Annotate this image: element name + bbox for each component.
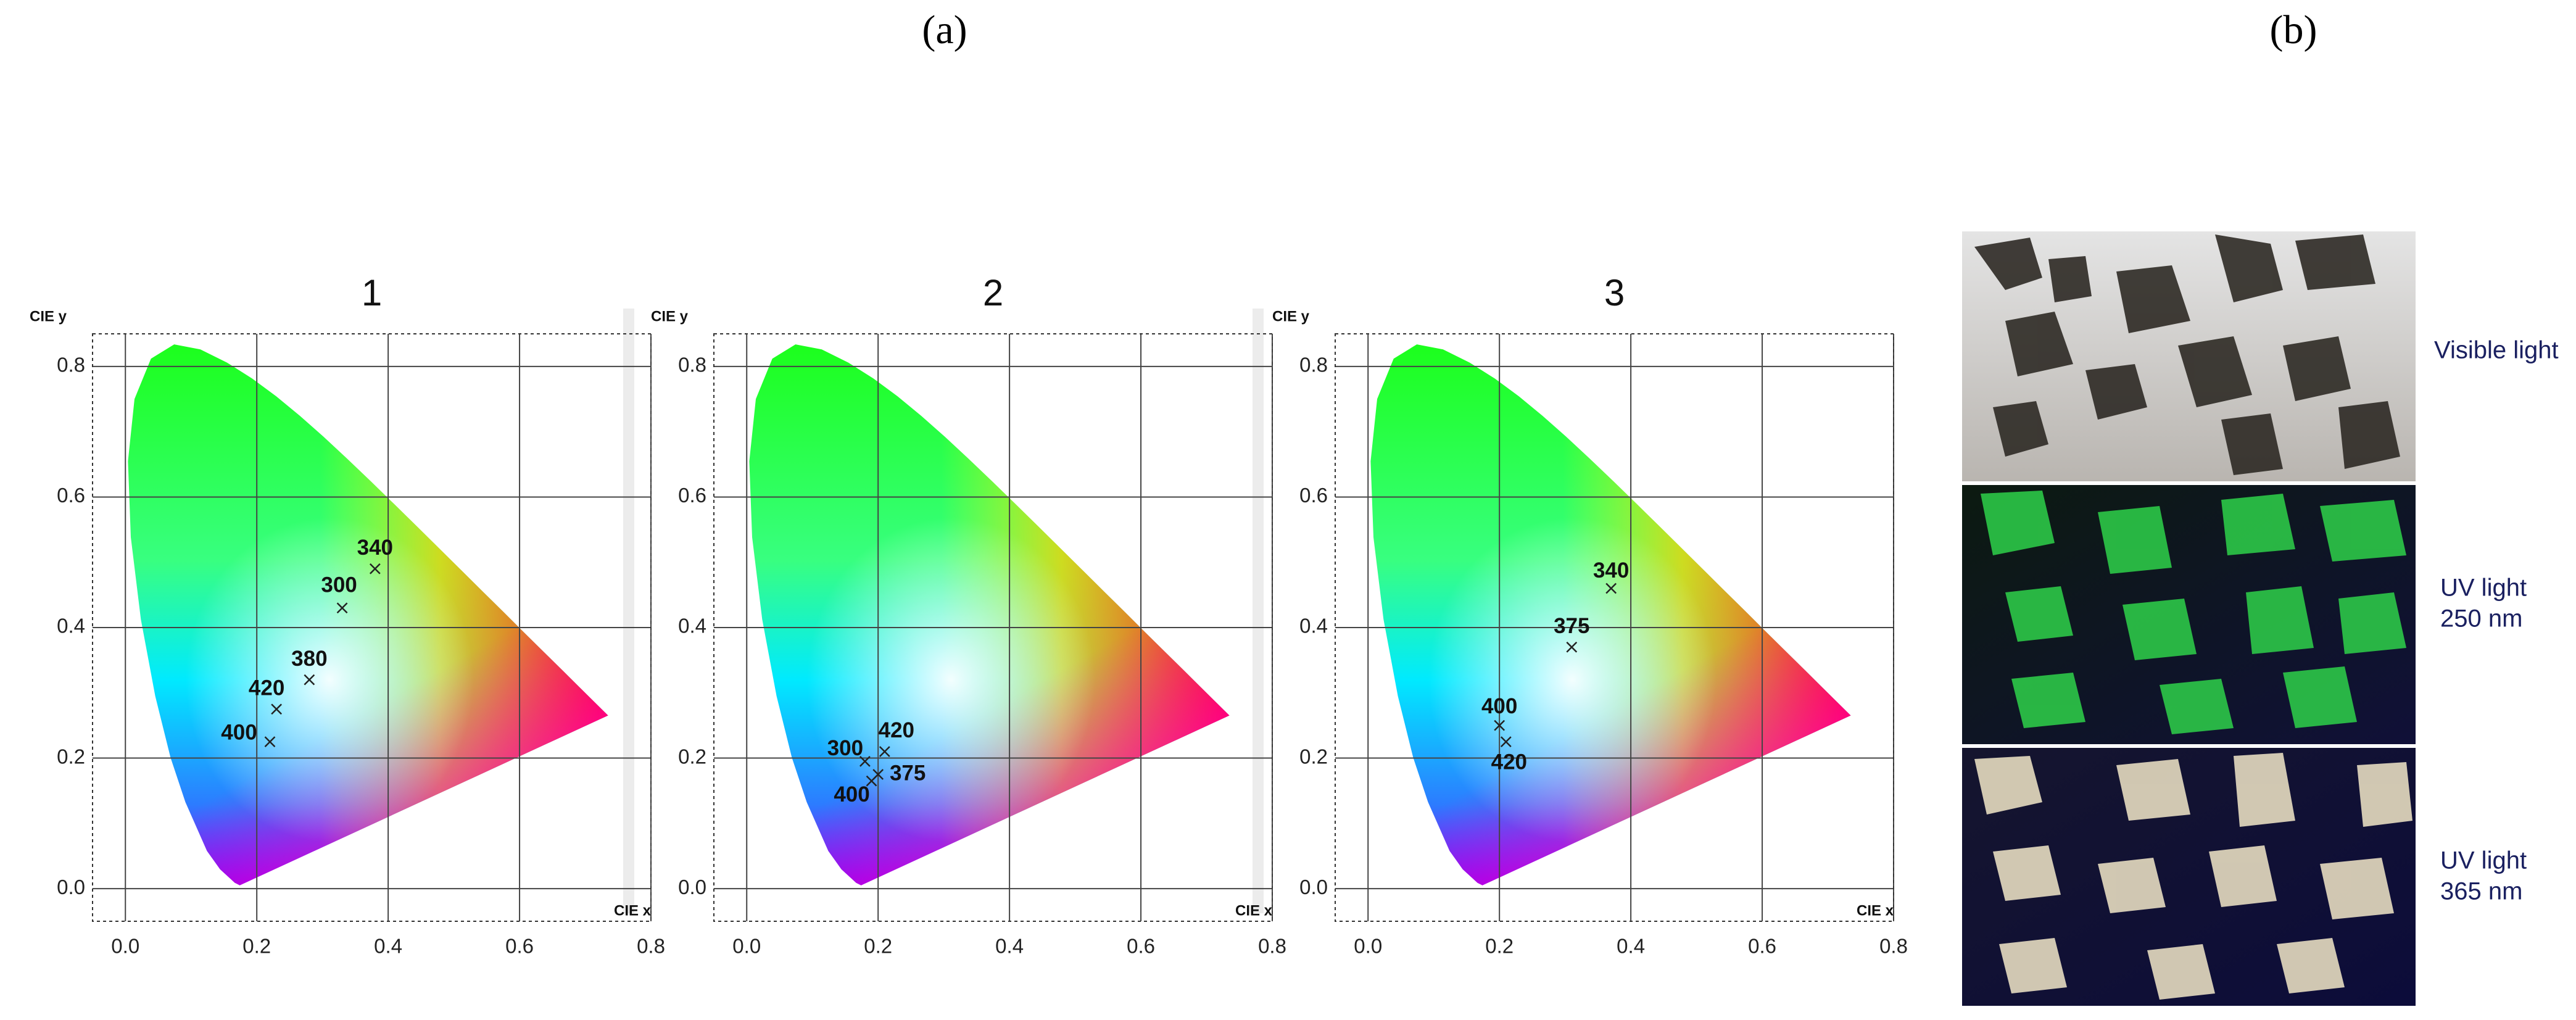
y-axis-label: CIE y <box>1272 308 1310 325</box>
point-label: 420 <box>1491 750 1527 774</box>
x-tick-label: 0.4 <box>1617 935 1645 958</box>
point-label: 375 <box>890 761 926 785</box>
y-tick-label: 0.0 <box>678 876 706 898</box>
gamut <box>749 344 1230 885</box>
x-tick-label: 0.4 <box>995 935 1024 958</box>
point <box>1500 736 1512 747</box>
y-axis-label: CIE y <box>651 308 689 325</box>
chart: 1 CIE y 0.0 0.2 0.4 0.6 0.8 0.0 0.2 0.4 0.6 0.8 CIE … <box>30 272 665 958</box>
x-tick-label: 0.2 <box>864 935 892 958</box>
point <box>264 736 276 747</box>
point <box>1494 719 1505 731</box>
x-axis-label: CIE x <box>1857 902 1894 919</box>
point-label: 340 <box>1593 558 1629 583</box>
y-axis-label: CIE y <box>30 308 67 325</box>
photo-label: 365 nm <box>2440 878 2522 905</box>
point <box>1566 641 1578 653</box>
x-tick-label: 0.0 <box>111 935 139 958</box>
y-tick-label: 0.6 <box>678 484 706 507</box>
point <box>879 746 890 757</box>
plot-frame <box>92 333 652 922</box>
x-tick-label: 0.8 <box>637 935 665 958</box>
point-label: 380 <box>291 647 327 671</box>
y-tick-label: 0.4 <box>57 615 85 637</box>
gamut <box>1370 344 1851 885</box>
x-tick-label: 0.6 <box>1748 935 1776 958</box>
y-tick-label: 0.8 <box>57 354 85 376</box>
point-label: 375 <box>1554 614 1589 638</box>
y-tick-label: 0.6 <box>57 484 85 507</box>
chart-title: 2 <box>983 272 1003 313</box>
y-tick-label: 0.2 <box>678 745 706 768</box>
point <box>866 775 877 787</box>
chart: 2 CIE y 0.0 0.2 0.4 0.6 0.8 0.0 0.2 0.4 0.6 0.8 CIE … <box>651 272 1286 958</box>
point-label: 400 <box>221 720 257 744</box>
point <box>304 674 315 686</box>
x-axis-label: CIE x <box>614 902 652 919</box>
photo-panel <box>1962 231 2416 1006</box>
photo-label: UV light <box>2440 847 2527 874</box>
y-tick-label: 0.8 <box>1299 354 1328 376</box>
point <box>369 563 381 574</box>
y-tick-label: 0.2 <box>57 745 85 768</box>
x-tick-label: 0.0 <box>732 935 761 958</box>
x-tick-label: 0.4 <box>374 935 402 958</box>
x-tick-label: 0.2 <box>242 935 271 958</box>
panel-label: (b) <box>2270 7 2317 52</box>
y-tick-label: 0.4 <box>678 615 706 637</box>
point-label: 400 <box>834 782 869 806</box>
point <box>336 602 348 614</box>
chart-title: 3 <box>1604 272 1625 313</box>
chart: 3 CIE y 0.0 0.2 0.4 0.6 0.8 0.0 0.2 0.4 0.6 0.8 CIE … <box>1272 272 1908 958</box>
panel-label: (a) <box>922 7 967 52</box>
plot-frame <box>713 333 1273 922</box>
gamut <box>128 344 608 885</box>
plot-frame <box>1335 333 1894 922</box>
chart-title: 1 <box>362 272 382 313</box>
x-tick-label: 0.8 <box>1879 935 1908 958</box>
y-tick-label: 0.0 <box>1299 876 1328 898</box>
separator <box>623 309 634 913</box>
photo-label: Visible light <box>2434 337 2559 364</box>
point-label: 420 <box>249 676 284 700</box>
photo-label: 250 nm <box>2440 605 2522 632</box>
x-tick-label: 0.0 <box>1354 935 1382 958</box>
y-tick-label: 0.4 <box>1299 615 1328 637</box>
point-label: 400 <box>1481 694 1517 718</box>
y-tick-label: 0.8 <box>678 354 706 376</box>
x-tick-label: 0.6 <box>1127 935 1155 958</box>
point-label: 340 <box>357 536 393 560</box>
y-tick-label: 0.0 <box>57 876 85 898</box>
y-tick-label: 0.2 <box>1299 745 1328 768</box>
separator <box>1253 309 1264 913</box>
x-axis-label: CIE x <box>1235 902 1273 919</box>
x-tick-label: 0.8 <box>1258 935 1286 958</box>
photo-label: UV light <box>2440 574 2527 602</box>
x-tick-label: 0.2 <box>1485 935 1514 958</box>
point-label: 420 <box>879 718 914 742</box>
x-tick-label: 0.6 <box>505 935 534 958</box>
point-label: 300 <box>321 573 357 597</box>
point <box>271 703 283 715</box>
point <box>859 755 871 767</box>
y-tick-label: 0.6 <box>1299 484 1328 507</box>
point-label: 300 <box>827 736 863 760</box>
point <box>1605 583 1617 594</box>
